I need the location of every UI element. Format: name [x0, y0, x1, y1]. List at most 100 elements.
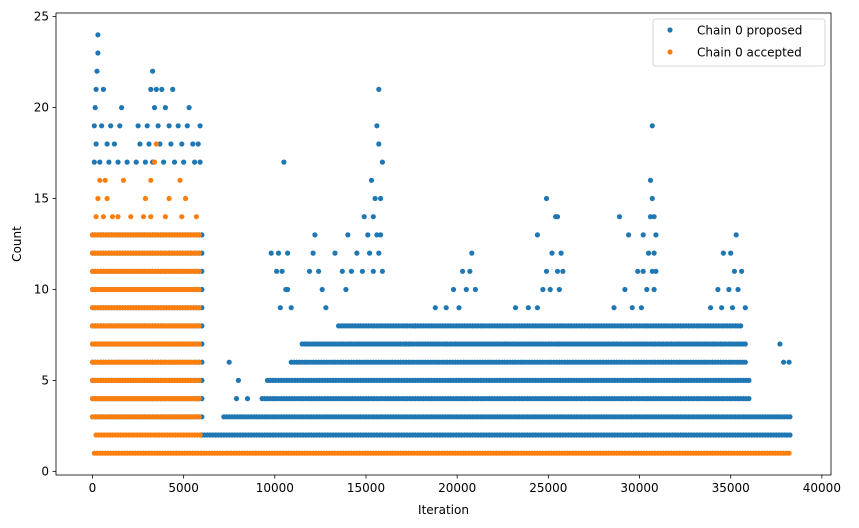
proposed-point: [119, 105, 125, 111]
proposed-point: [370, 268, 376, 274]
proposed-point: [150, 68, 156, 74]
accepted-point: [197, 432, 203, 438]
accepted-point: [196, 414, 202, 420]
plot-frame: [55, 12, 832, 476]
proposed-point: [733, 232, 739, 238]
accepted-point: [162, 214, 168, 220]
proposed-point: [547, 286, 553, 293]
accepted-point: [95, 195, 101, 202]
proposed-point: [159, 86, 165, 92]
proposed-point: [781, 359, 787, 365]
proposed-point: [626, 232, 632, 238]
proposed-point: [376, 250, 382, 256]
proposed-point: [786, 359, 792, 365]
legend: Chain 0 proposed Chain 0 accepted: [652, 18, 826, 67]
proposed-point: [653, 232, 659, 238]
proposed-point: [379, 268, 385, 274]
proposed-point: [560, 268, 566, 274]
data-points: [89, 32, 793, 456]
proposed-point: [95, 32, 101, 38]
proposed-point: [611, 305, 617, 311]
proposed-point: [100, 86, 106, 92]
accepted-point: [196, 232, 202, 238]
accepted-point: [196, 250, 202, 256]
proposed-point: [175, 123, 181, 129]
proposed-point: [512, 305, 519, 311]
proposed-point: [646, 250, 652, 256]
proposed-point: [244, 396, 251, 402]
proposed-point: [310, 250, 316, 256]
accepted-point: [196, 341, 202, 347]
accepted-point: [115, 214, 121, 220]
accepted-point: [196, 268, 202, 274]
proposed-point: [170, 86, 176, 92]
proposed-point: [728, 250, 734, 256]
proposed-point: [738, 323, 744, 329]
proposed-point: [168, 141, 174, 147]
proposed-point: [649, 268, 655, 274]
proposed-point: [323, 305, 329, 311]
proposed-point: [543, 268, 550, 274]
proposed-point: [554, 214, 561, 220]
proposed-point: [99, 123, 105, 129]
accepted-point: [196, 323, 202, 329]
proposed-point: [91, 159, 97, 165]
accepted-point: [140, 214, 147, 220]
proposed-point: [720, 250, 727, 256]
proposed-point: [735, 286, 741, 293]
proposed-point: [275, 250, 282, 256]
proposed-point: [186, 105, 192, 111]
accepted-point: [196, 286, 202, 293]
proposed-point: [742, 359, 748, 365]
proposed-point: [432, 305, 438, 311]
y-tick-label: 25: [34, 10, 49, 24]
proposed-point: [104, 141, 110, 147]
x-tick-label: 25000: [529, 481, 567, 495]
proposed-point: [543, 195, 550, 202]
proposed-point: [162, 105, 168, 111]
accepted-point: [196, 359, 202, 365]
legend-label-accepted: Chain 0 accepted: [697, 46, 802, 60]
proposed-point: [108, 123, 114, 129]
proposed-point: [124, 159, 130, 165]
proposed-point: [638, 305, 645, 311]
x-tick-label: 10000: [256, 481, 294, 495]
proposed-point: [111, 141, 117, 147]
proposed-point: [345, 232, 351, 238]
proposed-point: [148, 86, 154, 92]
proposed-point: [91, 123, 97, 129]
proposed-point: [540, 286, 546, 293]
proposed-point: [137, 141, 143, 147]
proposed-point: [644, 286, 650, 293]
x-tick-label: 5000: [168, 481, 199, 495]
proposed-point: [376, 141, 382, 147]
proposed-point: [142, 159, 148, 165]
proposed-point: [190, 141, 196, 147]
accepted-point: [177, 177, 183, 183]
proposed-point: [525, 305, 531, 311]
proposed-point: [787, 414, 793, 420]
proposed-point: [365, 232, 371, 238]
proposed-point: [92, 105, 98, 111]
proposed-point: [279, 268, 285, 274]
accepted-point: [196, 305, 202, 311]
proposed-point: [463, 286, 469, 293]
proposed-point: [367, 250, 373, 256]
proposed-point: [153, 86, 159, 92]
proposed-point: [777, 341, 783, 347]
accepted-point: [148, 214, 154, 220]
accepted-point: [120, 177, 127, 183]
y-tick-label: 5: [41, 373, 49, 387]
y-tick-label: 10: [34, 282, 49, 296]
x-axis-label: Iteration: [418, 503, 469, 517]
proposed-point: [376, 86, 382, 92]
proposed-point: [653, 268, 659, 274]
proposed-point: [787, 432, 793, 438]
proposed-point: [556, 286, 562, 293]
proposed-point: [715, 286, 721, 293]
proposed-point: [155, 123, 161, 129]
accepted-point: [109, 214, 116, 220]
proposed-point: [171, 159, 178, 165]
proposed-point: [467, 268, 473, 274]
proposed-point: [731, 268, 738, 274]
